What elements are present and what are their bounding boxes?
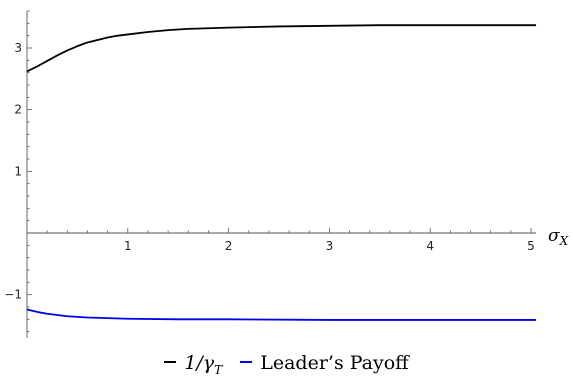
x-tick-label: 5 bbox=[527, 239, 535, 253]
legend-item-gamma: 1/γT bbox=[164, 352, 222, 377]
y-tick-label: 1 bbox=[14, 164, 22, 178]
y-tick-label: 2 bbox=[14, 103, 22, 117]
x-axis-label-main: σ bbox=[548, 226, 560, 246]
y-tick-label: 3 bbox=[14, 41, 22, 55]
x-tick-label: 1 bbox=[124, 239, 132, 253]
x-tick-label: 2 bbox=[225, 239, 233, 253]
series-line-1 bbox=[26, 308, 537, 321]
x-axis-label: σX bbox=[548, 226, 569, 248]
series-layer bbox=[26, 24, 537, 321]
y-tick-label: −1 bbox=[4, 288, 22, 302]
x-tick-label: 4 bbox=[426, 239, 434, 253]
legend: 1/γT Leader’s Payoff bbox=[0, 352, 573, 377]
legend-label-payoff: Leader’s Payoff bbox=[260, 352, 409, 374]
axes: 1 2 3 4 5 −1 1 2 3 bbox=[4, 10, 537, 338]
x-axis-label-subscript: X bbox=[559, 234, 569, 248]
legend-item-payoff: Leader’s Payoff bbox=[240, 352, 409, 374]
x-tick-label: 3 bbox=[326, 239, 334, 253]
legend-swatch-gamma bbox=[164, 361, 177, 363]
legend-label-gamma: 1/γT bbox=[184, 352, 223, 377]
legend-swatch-payoff bbox=[240, 361, 253, 363]
series-line-0 bbox=[26, 24, 537, 73]
